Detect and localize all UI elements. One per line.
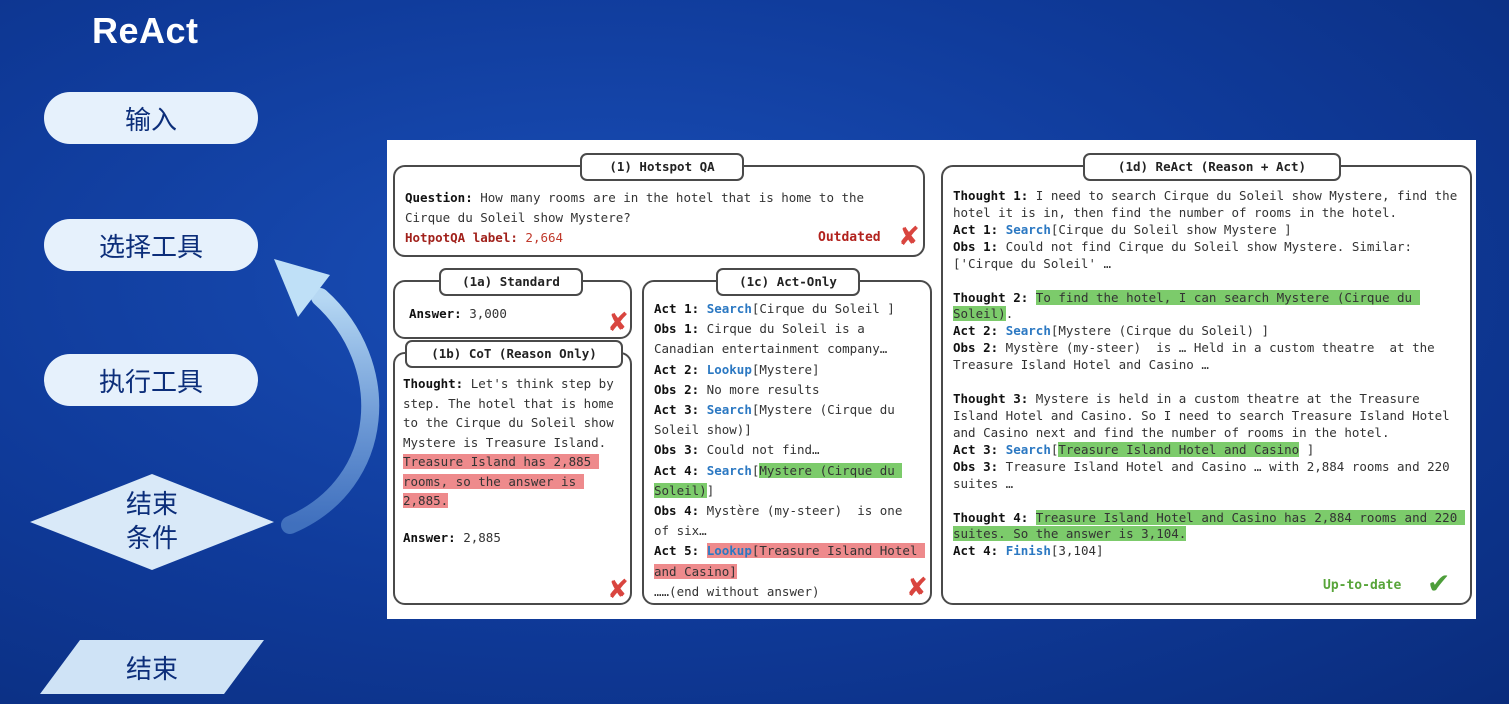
- action-search: Search: [1005, 221, 1051, 237]
- question-text: How many rooms are in the hotel that is …: [405, 190, 872, 225]
- thought-text: Mystere is held in a custom theatre at t…: [953, 391, 1458, 440]
- cot-box: (1b) CoT (Reason Only) Thought: Let's th…: [393, 340, 632, 605]
- act-only-box: (1c) Act-Only Act 1: Search[Cirque du So…: [642, 268, 932, 605]
- check-icon: ✔: [1427, 567, 1451, 600]
- obs-label: Obs 1:: [953, 238, 999, 254]
- obs-label: Obs 3:: [953, 458, 999, 474]
- standard-tag: (1a) Standard: [439, 268, 583, 296]
- act-only-tag: (1c) Act-Only: [716, 268, 860, 296]
- action-arg: [3,104]: [1050, 543, 1104, 559]
- answer-value: 2,885: [455, 529, 501, 545]
- action-search: Search: [1005, 441, 1051, 457]
- thought-text: I need to search Cirque du Soleil show M…: [953, 188, 1465, 220]
- obs-text: Cirque du Soleil is a Canadian entertain…: [654, 321, 888, 357]
- hotpotqa-label-value: 2,664: [517, 230, 564, 245]
- flow-end-shape: [40, 640, 264, 694]
- action-lookup: Lookup: [706, 543, 752, 559]
- action-search: Search: [706, 462, 752, 478]
- obs-label: Obs 1:: [654, 321, 700, 337]
- outdated-label: Outdated: [818, 230, 881, 245]
- hotspot-qa-tag: (1) Hotspot QA: [580, 153, 744, 181]
- cross-icon: ✘: [906, 573, 928, 603]
- flow-decision-shape: [30, 474, 274, 570]
- act-label: Act 2:: [654, 361, 700, 377]
- obs-label: Obs 2:: [654, 381, 700, 397]
- obs-text: Mystère (my-steer) is one of six…: [654, 503, 910, 539]
- answer-label: Answer:: [403, 529, 456, 545]
- act-label: Act 1:: [654, 301, 700, 316]
- action-search: Search: [706, 301, 752, 316]
- act-label: Act 3:: [654, 402, 700, 418]
- cross-icon: ✘: [898, 222, 920, 252]
- obs-text: Treasure Island Hotel and Casino … with …: [953, 458, 1458, 491]
- obs-text: Could not find Cirque du Soleil show Mys…: [953, 238, 1420, 271]
- bracket: [: [1050, 441, 1059, 457]
- action-search: Search: [1005, 323, 1051, 339]
- cot-tag: (1b) CoT (Reason Only): [405, 340, 623, 368]
- act-label: Act 3:: [953, 441, 999, 457]
- act-label: Act 2:: [953, 323, 999, 339]
- thought-label: Thought 2:: [953, 289, 1029, 305]
- action-arg: [Mystere (Cirque du Soleil) ]: [1050, 323, 1270, 339]
- end-without-answer: ……(end without answer): [654, 583, 820, 599]
- loop-arrow-icon: [274, 259, 380, 534]
- flow-step-input: 输入: [44, 92, 258, 144]
- obs-label: Obs 3:: [654, 442, 700, 458]
- period: .: [1005, 306, 1014, 322]
- flow-step-end: 结束: [125, 654, 178, 685]
- react-figure: (1) Hotspot QA Question: How many rooms …: [387, 140, 1476, 619]
- action-arg: [Mystere]: [751, 361, 820, 377]
- action-arg-highlight: Treasure Island Hotel and Casino: [1058, 441, 1300, 457]
- thought-label: Thought 4:: [953, 509, 1029, 525]
- hotspot-qa-box: (1) Hotspot QA Question: How many rooms …: [393, 153, 925, 257]
- bracket: [: [751, 462, 760, 478]
- flow-step-exec-tool: 执行工具: [44, 354, 258, 406]
- obs-text: No more results: [699, 381, 820, 397]
- thought-label: Thought 1:: [953, 188, 1029, 203]
- standard-box: (1a) Standard Answer: 3,000 ✘: [393, 268, 632, 339]
- question-label: Question:: [405, 190, 473, 205]
- answer-label: Answer:: [409, 306, 462, 321]
- bracket: ]: [706, 482, 715, 498]
- action-arg: [Cirque du Soleil ]: [751, 301, 895, 316]
- react-box: (1d) ReAct (Reason + Act) Thought 1: I n…: [941, 153, 1472, 605]
- decision-line-2: 条件: [125, 524, 178, 554]
- decision-line-1: 结束: [125, 490, 178, 520]
- bracket: ]: [1299, 441, 1315, 457]
- action-finish: Finish: [1005, 543, 1051, 559]
- cross-icon: ✘: [607, 575, 629, 605]
- obs-text: Could not find…: [699, 442, 820, 458]
- hotpotqa-label-key: HotpotQA label:: [405, 230, 518, 245]
- act-label: Act 4:: [953, 543, 999, 559]
- obs-label: Obs 4:: [654, 503, 700, 519]
- action-lookup: Lookup: [706, 361, 752, 377]
- flow-step-select-tool: 选择工具: [44, 219, 258, 271]
- thought-text: Let's think step by step. The hotel that…: [403, 376, 622, 450]
- cross-icon: ✘: [607, 308, 629, 338]
- act-label: Act 1:: [953, 221, 999, 237]
- react-tag: (1d) ReAct (Reason + Act): [1083, 153, 1341, 181]
- action-search: Search: [706, 402, 752, 418]
- thought-wrong-conclusion: Treasure Island has 2,885 rooms, so the …: [403, 454, 599, 508]
- obs-label: Obs 2:: [953, 340, 999, 356]
- answer-value: 3,000: [461, 306, 507, 321]
- flow-decision-end-condition: 结束 条件: [30, 474, 274, 570]
- slide-title: ReAct: [92, 10, 199, 51]
- obs-text: Mystère (my-steer) is … Held in a custom…: [953, 340, 1443, 373]
- action-arg: [Cirque du Soleil show Mystere ]: [1050, 221, 1292, 237]
- thought-highlight: Treasure Island Hotel and Casino has 2,8…: [953, 509, 1465, 542]
- thought-label: Thought:: [403, 376, 464, 391]
- action-arg: [Mystere (Cirque du Soleil show)]: [654, 402, 903, 438]
- act-label: Act 5:: [654, 543, 700, 559]
- thought-label: Thought 3:: [953, 391, 1029, 407]
- action-arg-highlight: [Treasure Island Hotel and Casino]: [654, 543, 925, 579]
- act-label: Act 4:: [654, 462, 700, 478]
- up-to-date-label: Up-to-date: [1323, 578, 1402, 593]
